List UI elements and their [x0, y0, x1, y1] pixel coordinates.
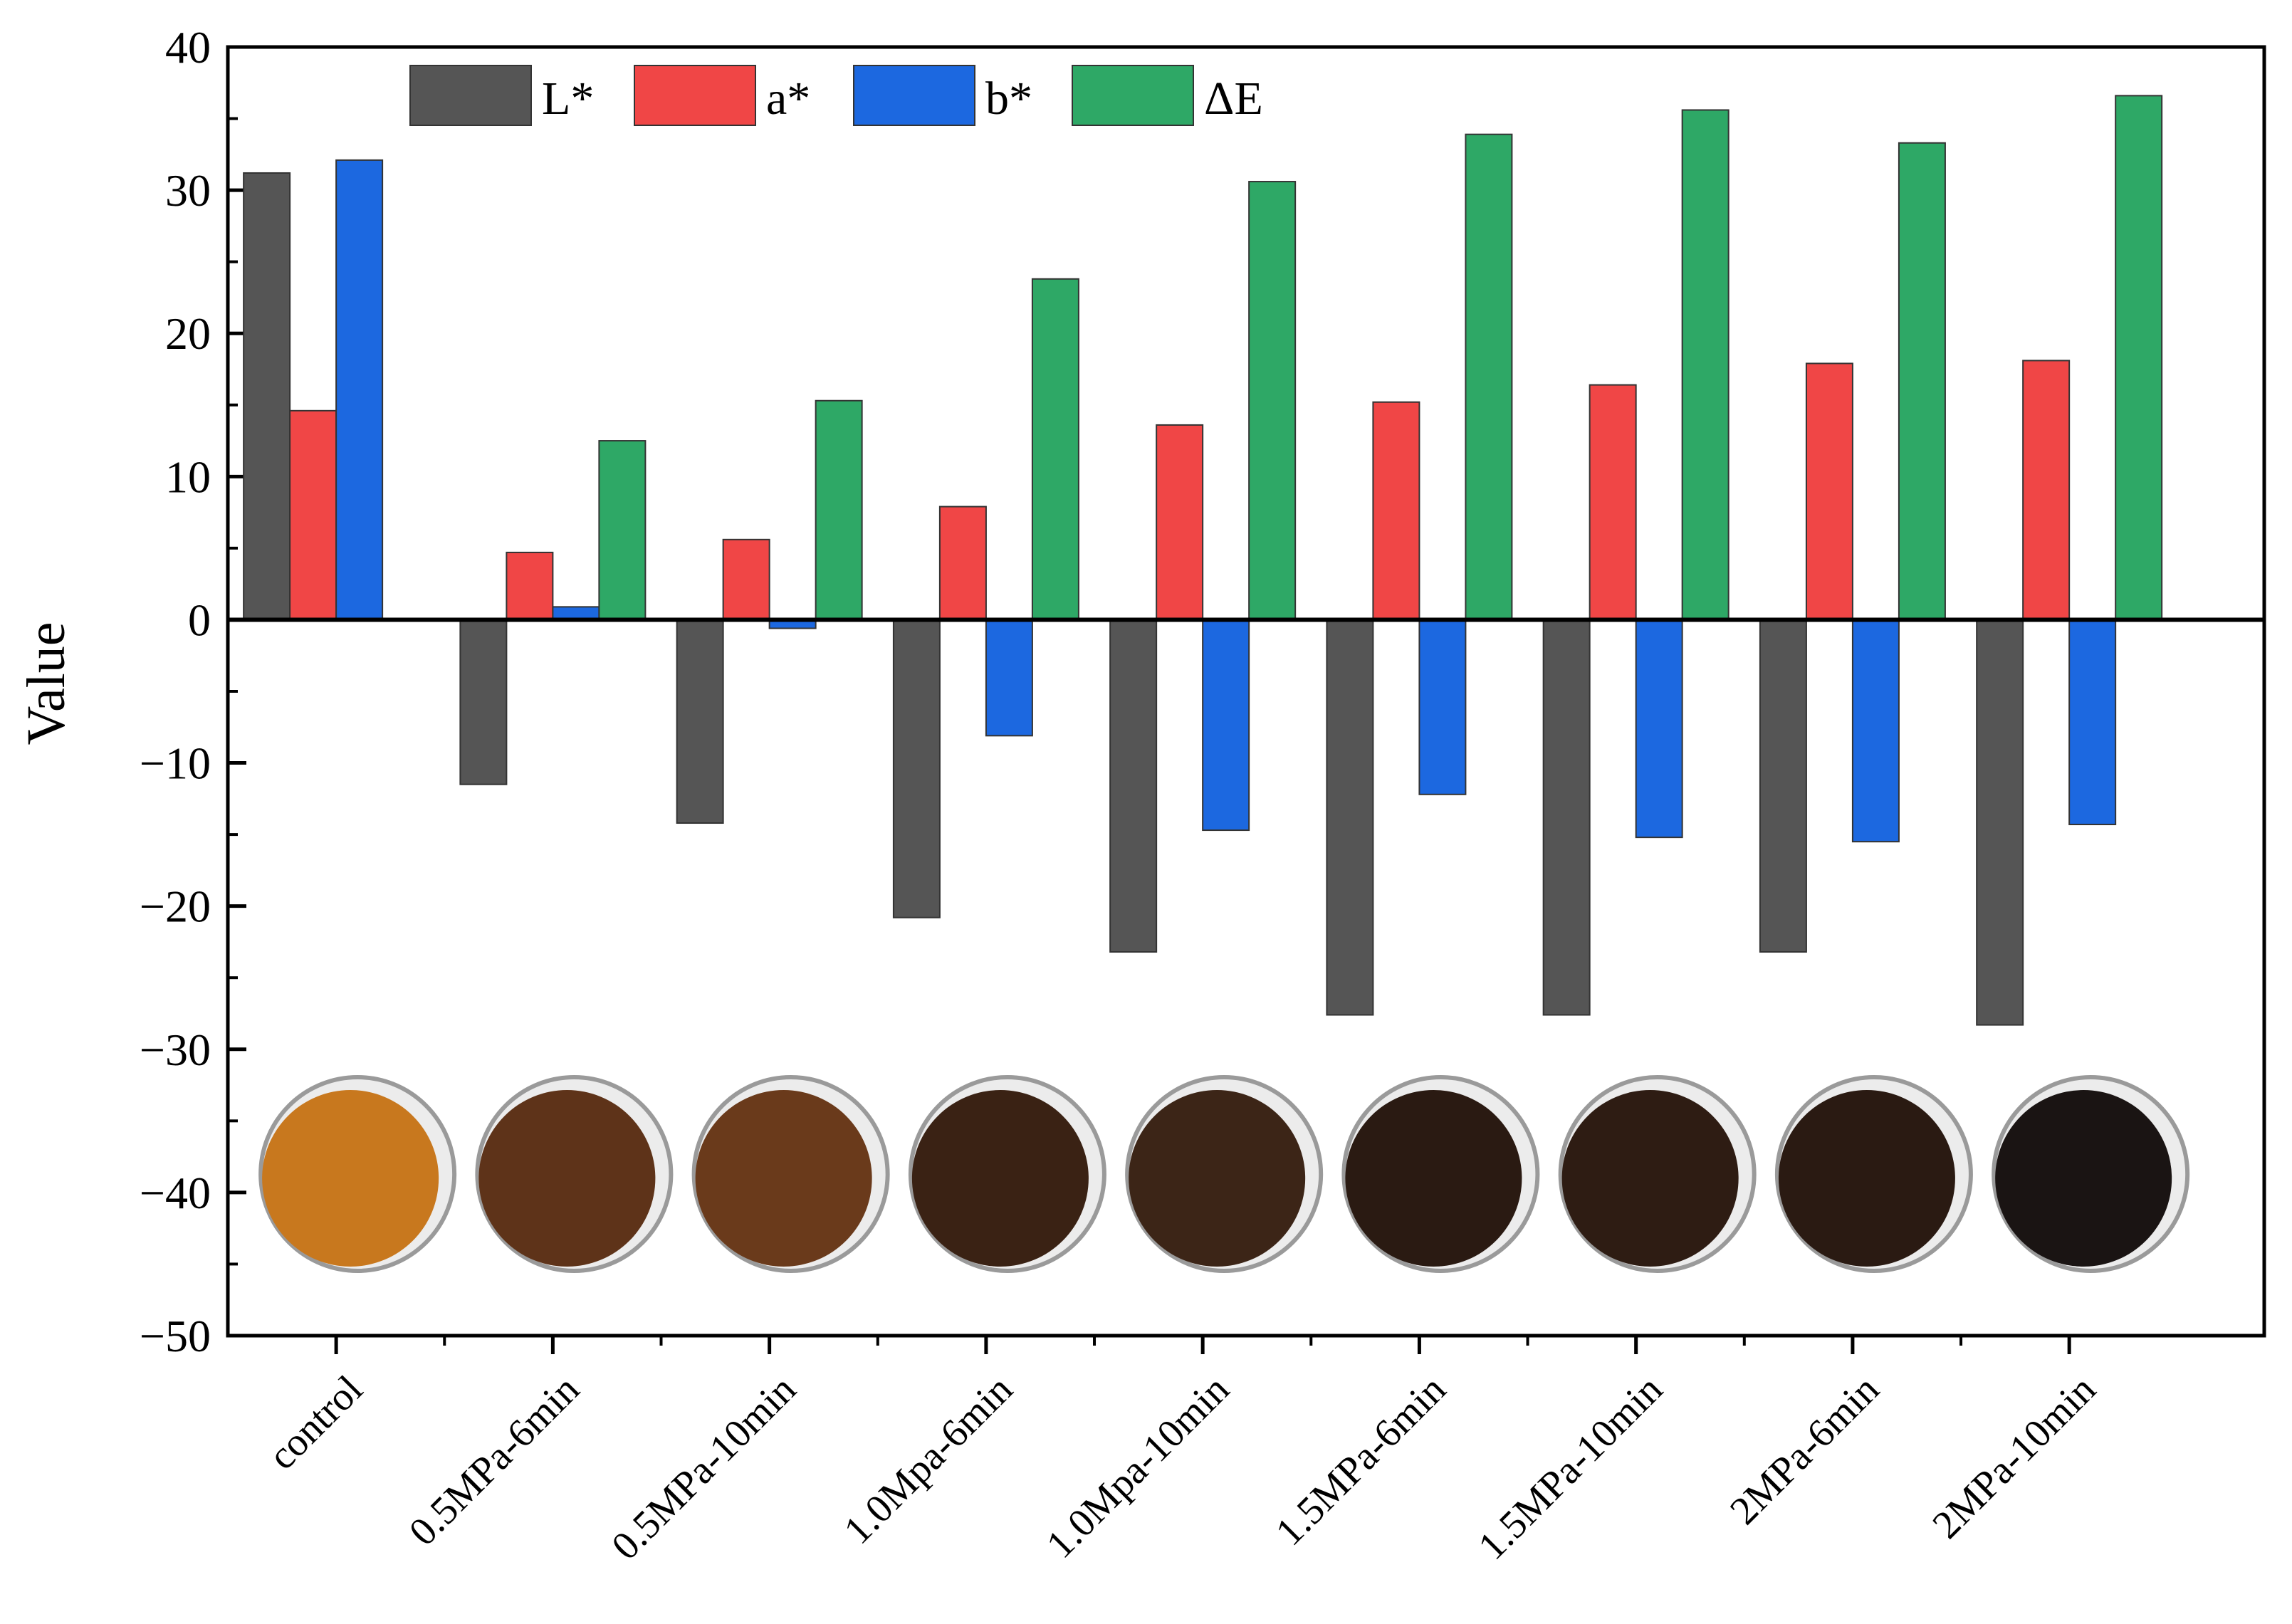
bar-2MPa-10min-a*: [2022, 360, 2071, 621]
bar-2MPa-10min-ΔE: [2115, 95, 2163, 621]
bar-2MPa-6min-b*: [1851, 619, 1900, 843]
bar-1.0Mpa-6min-b*: [985, 619, 1033, 737]
sample-powder: [695, 1090, 872, 1267]
y-tick-label: 30: [165, 165, 211, 216]
y-tick-label: −10: [140, 738, 211, 789]
legend: L* a* b* ΔE: [409, 65, 1263, 126]
y-axis-title: Value: [16, 622, 76, 745]
bar-1.5MPa-10min-L*: [1542, 619, 1591, 1016]
category-labels: control 0.5MPa-6min 0.5MPa-10min 1.0Mpa-6mi…: [260, 1367, 2104, 1568]
y-tick-label: −50: [140, 1311, 211, 1361]
y-tick-label: −40: [140, 1168, 211, 1218]
bar-1.0Mpa-6min-a*: [938, 505, 987, 621]
bar-2MPa-10min-L*: [1976, 619, 2024, 1026]
x-tick-label: 2MPa-6min: [1722, 1367, 1888, 1533]
bar-control-a*: [289, 409, 337, 621]
y-tick-label: −20: [140, 881, 211, 932]
y-tick-label: 20: [165, 308, 211, 359]
sample-powder: [478, 1090, 656, 1267]
bar-1.5MPa-6min-a*: [1372, 401, 1420, 621]
bar-1.5MPa-6min-b*: [1418, 619, 1467, 795]
y-tick-label: −30: [140, 1025, 211, 1075]
bar-0.5MPa-6min-L*: [459, 619, 508, 785]
bar-1.5MPa-10min-b*: [1635, 619, 1683, 839]
bar-1.0Mpa-10min-a*: [1156, 424, 1204, 621]
bar-0.5MPa-10min-a*: [722, 538, 770, 621]
bar-2MPa-6min-a*: [1805, 362, 1853, 621]
y-tick-label: 40: [165, 22, 211, 73]
legend-swatch: [853, 65, 975, 126]
bar-1.5MPa-6min-ΔE: [1465, 133, 1513, 621]
bar-control-b*: [335, 159, 384, 621]
legend-swatch: [634, 65, 756, 126]
x-tick-label: 1.5MPa-6min: [1267, 1367, 1455, 1554]
bar-0.5MPa-10min-ΔE: [815, 399, 863, 621]
legend-swatch: [409, 65, 532, 126]
bar-1.5MPa-10min-ΔE: [1681, 109, 1730, 621]
bar-2MPa-6min-L*: [1759, 619, 1807, 953]
bar-2MPa-6min-ΔE: [1898, 142, 1946, 621]
bar-0.5MPa-10min-L*: [676, 619, 724, 824]
legend-swatch: [1072, 65, 1194, 126]
bar-1.0Mpa-6min-L*: [892, 619, 941, 918]
sample-powder: [1345, 1090, 1522, 1267]
bar-1.5MPa-10min-a*: [1589, 384, 1637, 621]
bar-1.0Mpa-10min-b*: [1202, 619, 1250, 832]
bar-1.0Mpa-10min-ΔE: [1248, 181, 1297, 621]
bar-0.5MPa-6min-a*: [506, 551, 554, 621]
legend-label: ΔE: [1204, 73, 1263, 125]
bar-control-L*: [243, 172, 291, 621]
x-tick-label: 0.5MPa-6min: [401, 1367, 588, 1554]
sample-powder: [1561, 1090, 1739, 1267]
x-tick-label: 1.0Mpa-6min: [836, 1367, 1022, 1553]
legend-label: a*: [766, 73, 810, 125]
bar-1.5MPa-6min-L*: [1326, 619, 1374, 1016]
sample-powder: [262, 1090, 439, 1267]
y-axis: 40 30 20 10 0 −10 −20 −30 −40 −50: [140, 22, 246, 1361]
x-tick-label: 0.5MPa-10min: [603, 1367, 805, 1568]
sample-powder: [1995, 1090, 2172, 1267]
legend-label: b*: [985, 73, 1032, 125]
bar-series: [243, 95, 2163, 1026]
sample-photos: [258, 1075, 2190, 1273]
sample-powder: [1778, 1090, 1955, 1267]
bar-1.0Mpa-6min-ΔE: [1031, 278, 1079, 621]
bar-1.0Mpa-10min-L*: [1109, 619, 1158, 953]
bar-0.5MPa-6min-ΔE: [598, 440, 647, 621]
x-axis: [334, 1336, 2071, 1354]
y-tick-label: 10: [165, 451, 211, 502]
bar-2MPa-10min-b*: [2068, 619, 2117, 826]
sample-powder: [911, 1090, 1089, 1267]
y-tick-label: 0: [188, 594, 211, 645]
legend-label: L*: [542, 73, 594, 125]
sample-powder: [1129, 1090, 1306, 1267]
x-tick-label: 1.0Mpa-10min: [1038, 1367, 1237, 1566]
x-tick-label: 2MPa-10min: [1925, 1367, 2105, 1547]
x-tick-label: 1.5MPa-10min: [1470, 1367, 1671, 1568]
x-tick-label: control: [260, 1367, 371, 1478]
